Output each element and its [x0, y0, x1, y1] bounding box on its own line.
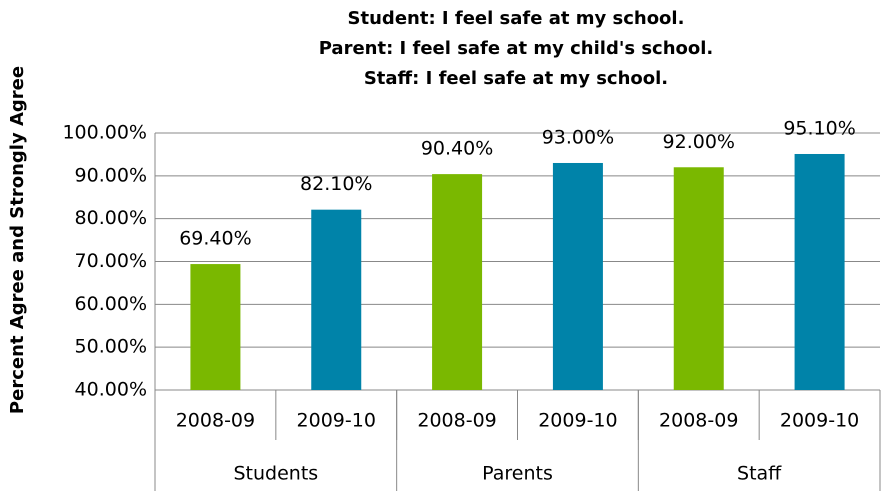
bar: [552, 162, 603, 390]
x-tick-label: 2008-09: [659, 410, 738, 432]
chart-title: Parent: I feel safe at my child's school…: [319, 38, 714, 59]
x-tick-label: 2009-10: [297, 410, 376, 432]
value-label: 82.10%: [300, 173, 372, 195]
y-tick-label: 60.00%: [75, 293, 147, 315]
y-tick-label: 70.00%: [75, 250, 147, 272]
value-label: 92.00%: [663, 131, 735, 153]
y-tick-label: 40.00%: [75, 379, 147, 401]
group-label: Parents: [482, 463, 553, 485]
bar: [190, 264, 241, 390]
x-tick-label: 2009-10: [780, 410, 859, 432]
bar: [673, 167, 724, 390]
x-tick-label: 2009-10: [538, 410, 617, 432]
bar: [311, 209, 362, 390]
x-tick-label: 2008-09: [176, 410, 255, 432]
value-label: 90.40%: [421, 138, 493, 160]
chart-title: Staff: I feel safe at my school.: [364, 68, 668, 89]
value-label: 69.40%: [179, 228, 251, 250]
y-tick-label: 100.00%: [62, 122, 147, 144]
x-tick-label: 2008-09: [417, 410, 496, 432]
value-label: 95.10%: [783, 117, 855, 139]
value-label: 93.00%: [542, 126, 614, 148]
bar: [794, 153, 845, 390]
y-tick-label: 90.00%: [75, 164, 147, 186]
group-label: Staff: [737, 463, 782, 485]
bar: [432, 174, 483, 390]
group-label: Students: [233, 463, 318, 485]
y-tick-label: 50.00%: [75, 336, 147, 358]
y-axis-label: Percent Agree and Strongly Agree: [7, 66, 28, 414]
chart-title: Student: I feel safe at my school.: [348, 8, 685, 29]
y-tick-label: 80.00%: [75, 207, 147, 229]
